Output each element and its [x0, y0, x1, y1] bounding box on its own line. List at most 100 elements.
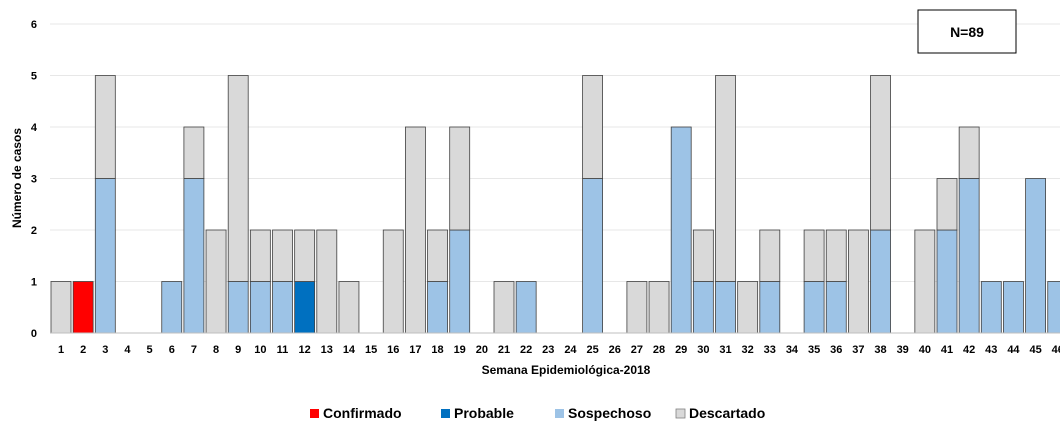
y-tick-label: 0 [31, 328, 37, 340]
bar-sospechoso-43 [980, 281, 1002, 334]
x-tick-label: 44 [1007, 344, 1020, 356]
x-tick-label: 19 [454, 344, 466, 356]
x-tick-label: 17 [409, 344, 421, 356]
bar-sospechoso-41 [936, 229, 958, 334]
legend-swatch-descartado [675, 408, 686, 419]
x-tick-label: 5 [147, 344, 153, 356]
x-tick-label: 10 [254, 344, 266, 356]
x-tick-label: 25 [586, 344, 598, 356]
x-tick-label: 6 [169, 344, 175, 356]
x-tick-label: 12 [299, 344, 311, 356]
bar-sospechoso-6 [161, 281, 183, 334]
bar-sospechoso-45 [1025, 178, 1046, 334]
x-tick-label: 33 [764, 344, 776, 356]
n-annotation-text: N=89 [950, 24, 984, 40]
x-tick-label: 28 [653, 344, 665, 356]
bar-confirmado-2 [72, 281, 94, 334]
bar-descartado-42 [958, 126, 980, 179]
bar-sospechoso-29 [670, 126, 692, 334]
bar-descartado-25 [582, 75, 603, 179]
y-tick-label: 1 [31, 277, 37, 289]
bar-sospechoso-3 [94, 178, 116, 334]
bar-sospechoso-44 [1003, 281, 1024, 334]
y-axis-title: Número de casos [10, 128, 24, 228]
bar-descartado-31 [715, 75, 736, 282]
bar-descartado-12 [294, 229, 316, 282]
x-tick-label: 38 [874, 344, 886, 356]
bar-sospechoso-30 [692, 281, 714, 334]
x-tick-label: 42 [963, 344, 975, 356]
bar-descartado-36 [825, 229, 847, 282]
x-tick-label: 22 [520, 344, 532, 356]
x-tick-label: 30 [697, 344, 709, 356]
x-tick-label: 26 [609, 344, 621, 356]
x-tick-label: 7 [191, 344, 197, 356]
bar-sospechoso-31 [715, 281, 736, 334]
y-tick-labels: 0 1 2 3 4 5 6 [31, 19, 38, 340]
bar-sospechoso-38 [870, 229, 891, 334]
x-tick-label: 39 [897, 344, 909, 356]
bar-descartado-10 [249, 229, 271, 282]
legend-label-sospechoso: Sospechoso [568, 405, 651, 421]
y-tick-label: 4 [31, 122, 38, 134]
x-tick-label: 18 [431, 344, 443, 356]
bar-descartado-33 [759, 229, 781, 282]
x-tick-label: 14 [343, 344, 356, 356]
x-tick-label: 2 [80, 344, 86, 356]
x-tick-label: 45 [1029, 344, 1041, 356]
bar-sospechoso-18 [427, 281, 448, 334]
x-tick-label: 31 [719, 344, 731, 356]
x-tick-label: 9 [235, 344, 241, 356]
x-tick-label: 15 [365, 344, 377, 356]
y-tick-label: 2 [31, 225, 37, 237]
bar-descartado-13 [316, 229, 338, 334]
bar-sospechoso-22 [515, 281, 537, 334]
bar-sospechoso-33 [759, 281, 781, 334]
bar-sospechoso-42 [958, 178, 980, 334]
bar-descartado-19 [449, 126, 471, 231]
legend-swatch-sospechoso [555, 409, 564, 418]
bar-descartado-40 [914, 229, 936, 334]
x-tick-label: 35 [808, 344, 820, 356]
x-tick-label: 8 [213, 344, 219, 356]
bar-descartado-17 [404, 126, 426, 334]
y-tick-label: 3 [31, 174, 37, 186]
x-tick-labels: 1 2 3 4 5 6 7 8 9 10 11 12 13 14 15 16 17 18 19 20 21 22 23 24 2… [58, 344, 1060, 356]
legend-swatch-confirmado [310, 409, 319, 418]
x-tick-label: 1 [58, 344, 64, 356]
bar-descartado-9 [227, 75, 249, 282]
bar-descartado-16 [382, 229, 404, 334]
bar-sospechoso-46 [1047, 281, 1060, 334]
x-tick-label: 40 [919, 344, 931, 356]
x-tick-label: 29 [675, 344, 687, 356]
bar-descartado-30 [692, 229, 714, 282]
x-tick-label: 34 [786, 344, 799, 356]
bar-descartado-18 [427, 229, 448, 282]
bar-descartado-1 [50, 281, 72, 334]
bar-descartado-28 [648, 281, 670, 334]
bar-sospechoso-10 [249, 281, 271, 334]
x-tick-label: 43 [985, 344, 997, 356]
x-tick-label: 36 [830, 344, 842, 356]
bar-descartado-35 [803, 229, 825, 282]
bar-descartado-38 [870, 75, 891, 231]
bar-sospechoso-9 [227, 281, 249, 334]
x-tick-label: 41 [941, 344, 953, 356]
x-tick-label: 4 [124, 344, 131, 356]
bar-sospechoso-25 [582, 178, 603, 334]
bar-descartado-27 [626, 281, 648, 334]
bar-probable-12 [294, 281, 316, 334]
x-tick-label: 16 [387, 344, 399, 356]
bar-sospechoso-19 [449, 229, 471, 334]
bar-descartado-37 [848, 229, 869, 334]
bar-sospechoso-36 [825, 281, 847, 334]
bar-descartado-7 [183, 126, 205, 179]
x-tick-label: 32 [742, 344, 754, 356]
y-tick-label: 5 [31, 71, 37, 83]
x-tick-label: 21 [498, 344, 510, 356]
x-tick-label: 37 [852, 344, 864, 356]
legend: Confirmado Probable Sospechoso Descartado [310, 405, 765, 421]
bar-sospechoso-11 [272, 281, 293, 334]
x-tick-label: 3 [102, 344, 108, 356]
x-tick-label: 20 [476, 344, 488, 356]
